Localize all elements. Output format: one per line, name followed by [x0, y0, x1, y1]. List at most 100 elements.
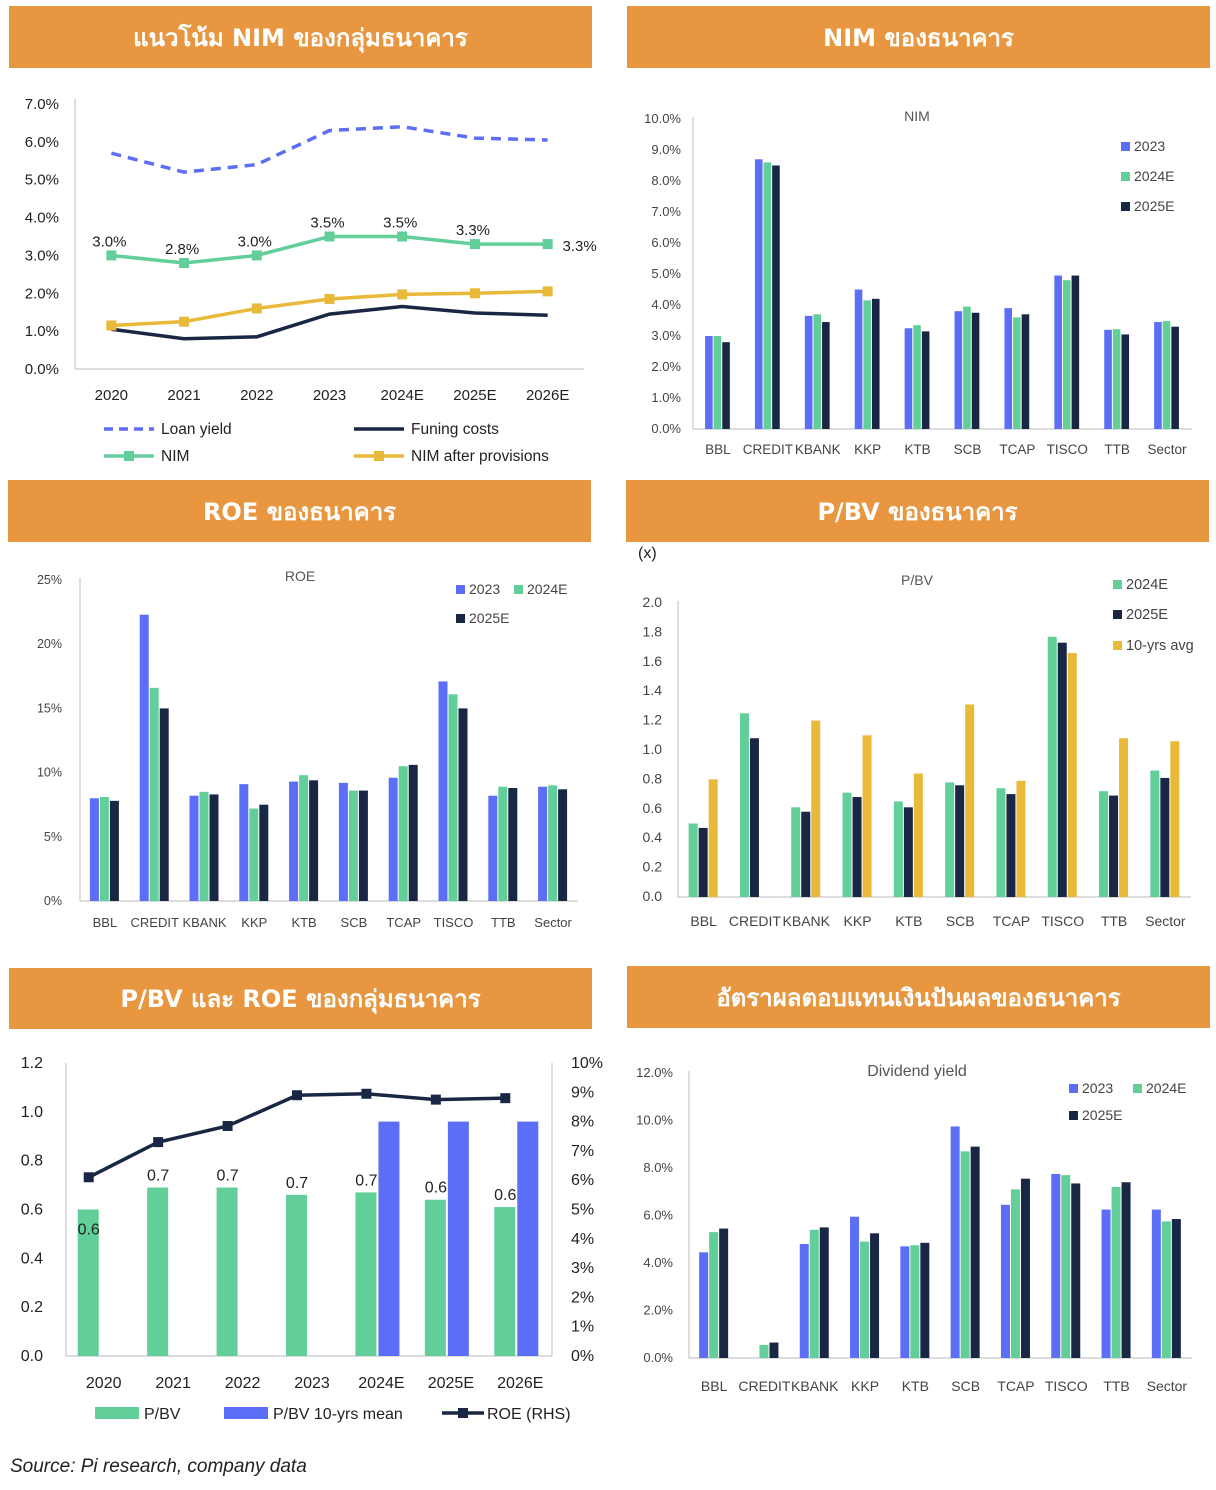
bar	[893, 801, 903, 897]
data-point	[542, 286, 553, 297]
bar	[954, 311, 963, 429]
y-tick-label: 0.2	[643, 859, 663, 875]
legend-swatch	[1121, 172, 1130, 181]
x-tick-label: CREDIT	[131, 915, 179, 930]
bar	[1071, 275, 1080, 429]
bar	[688, 823, 698, 897]
bar	[763, 162, 772, 429]
panel-header: P/BV ของธนาคาร	[626, 480, 1209, 542]
bar	[398, 766, 408, 901]
data-point	[251, 250, 262, 261]
roe-point	[222, 1120, 233, 1131]
bar	[1111, 1187, 1121, 1358]
bar	[378, 1121, 400, 1356]
x-tick-label: KTB	[904, 442, 930, 457]
legend-label: 2024E	[1126, 577, 1168, 593]
y-tick-label: 4.0%	[643, 1255, 673, 1270]
bar	[447, 1121, 469, 1356]
data-point	[469, 239, 480, 250]
y-tick-label: 3.0%	[25, 247, 59, 264]
legend-swatch	[456, 614, 465, 623]
bar	[904, 328, 913, 429]
bar	[1150, 770, 1160, 897]
x-tick-label: 2021	[167, 387, 200, 404]
y-tick-label: 1.0%	[651, 390, 681, 405]
panel-header: อัตราผลตอบแทนเงินปันผลของธนาคาร	[627, 966, 1210, 1028]
bar	[149, 687, 159, 901]
bar	[1067, 652, 1077, 897]
bar	[199, 791, 209, 901]
y2-tick-label: 7%	[571, 1143, 594, 1160]
x-tick-label: TISCO	[1041, 913, 1084, 929]
bar	[438, 681, 448, 901]
y-tick-label: 0.6	[21, 1202, 43, 1219]
roe-point	[83, 1172, 94, 1183]
chart-title: NIM	[904, 108, 930, 124]
y-tick-label: 0.0	[21, 1348, 43, 1365]
y2-tick-label: 3%	[571, 1260, 594, 1277]
bar	[388, 777, 398, 901]
bar	[1010, 1189, 1020, 1358]
y-tick-label: 0.0%	[643, 1350, 673, 1365]
bar	[850, 1216, 860, 1358]
panel-header: P/BV และ ROE ของกลุ่มธนาคาร	[9, 968, 592, 1029]
bar	[355, 1192, 377, 1356]
legend-swatch	[1069, 1111, 1078, 1120]
nim-banks-chart: 0.0% 1.0% 2.0% 3.0% 4.0% 5.0% 6.0% 7.0% 8.0% 9.0%…	[644, 108, 1192, 457]
series-line	[111, 304, 548, 341]
bar	[1062, 280, 1071, 429]
y-tick-label: 10.0%	[636, 1113, 673, 1128]
bar	[920, 1242, 930, 1358]
bar	[960, 1151, 970, 1358]
x-tick-label: BBL	[701, 1378, 728, 1394]
legend-label: 2024E	[527, 581, 567, 597]
x-tick-label: 2020	[86, 1375, 122, 1392]
chart-title: ROE	[285, 568, 315, 584]
y-tick-label: 4.0%	[651, 297, 681, 312]
bar	[1047, 636, 1057, 897]
data-label: 0.7	[147, 1168, 169, 1185]
legend-swatch	[224, 1407, 268, 1419]
bar	[488, 795, 498, 901]
y-tick-label: 3.0%	[651, 328, 681, 343]
roe-banks-chart: 0% 5% 10% 15% 20% 25% ROE BBL CREDIT KBANK KKP KTB S…	[37, 568, 578, 930]
legend-swatch	[456, 585, 465, 594]
bar	[558, 789, 568, 901]
bar	[1006, 794, 1016, 897]
bar	[338, 782, 348, 901]
chart-title: Dividend yield	[867, 1063, 967, 1080]
data-point	[179, 258, 190, 268]
bar	[77, 1209, 99, 1356]
bar	[921, 331, 930, 429]
legend-label: 10-yrs avg	[1126, 638, 1194, 654]
panel-nim-banks: NIM ของธนาคาร 0.0% 1.0% 2.0% 3.0% 4.0% 5.0% 6.…	[627, 6, 1210, 471]
bar	[1171, 1219, 1181, 1358]
bar	[945, 782, 955, 897]
x-tick-label: SCB	[951, 1378, 980, 1394]
bar	[249, 808, 259, 901]
y-tick-label: 4.0%	[25, 210, 59, 227]
legend-label: P/BV 10-yrs mean	[273, 1406, 403, 1423]
x-tick-label: KBANK	[182, 915, 226, 930]
y-tick-label: 5.0%	[25, 172, 59, 189]
bar	[971, 312, 980, 429]
bar	[970, 1146, 980, 1358]
x-tick-label: 2024E	[358, 1375, 404, 1392]
y2-tick-label: 6%	[571, 1172, 594, 1189]
bar	[900, 1246, 910, 1358]
y-tick-label: 2.0%	[25, 285, 59, 302]
legend-swatch	[95, 1407, 139, 1419]
bar	[1162, 321, 1171, 429]
x-tick-label: KKP	[854, 442, 881, 457]
y-tick-label: 12.0%	[636, 1065, 673, 1080]
nim-trend-chart: 0.0% 1.0% 2.0% 3.0% 4.0% 5.0% 6.0% 7.0% 2020 2021…	[25, 96, 597, 465]
y-tick-label: 7.0%	[25, 96, 59, 113]
legend-swatch	[1133, 1084, 1142, 1093]
x-tick-label: SCB	[946, 913, 975, 929]
x-tick-label: KBANK	[795, 442, 841, 457]
x-tick-label: TCAP	[386, 915, 421, 930]
data-point	[397, 231, 408, 242]
x-tick-label: KKP	[851, 1378, 879, 1394]
y-tick-label: 9.0%	[651, 142, 681, 157]
y-tick-label: 2.0	[643, 594, 663, 610]
